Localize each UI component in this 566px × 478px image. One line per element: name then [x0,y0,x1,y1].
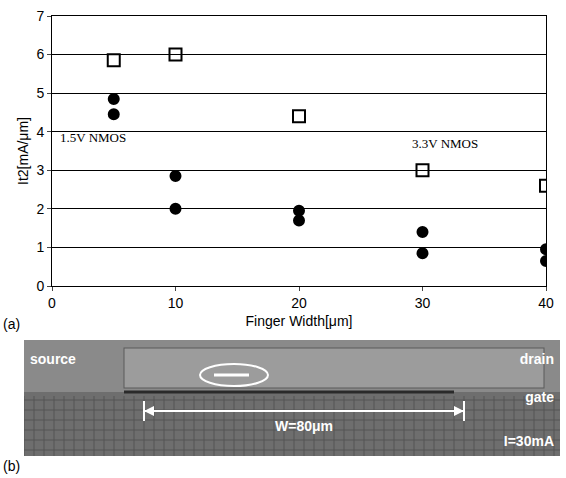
html-text:(a): (a) [3,316,21,332]
svg-text:6: 6 [36,46,44,62]
svg-text:40: 40 [538,295,554,311]
svg-text:Finger Width[μm]: Finger Width[μm] [246,313,353,329]
svg-text:source: source [30,351,76,367]
svg-text:7: 7 [36,8,44,24]
svg-text:30: 30 [415,295,431,311]
svg-text:3: 3 [36,162,44,178]
svg-text:W=80μm: W=80μm [275,418,333,434]
svg-text:gate: gate [525,389,554,405]
svg-text:3.3V NMOS: 3.3V NMOS [412,136,478,151]
svg-text:0: 0 [36,278,44,294]
svg-text:0: 0 [48,295,56,311]
svg-text:1: 1 [36,239,44,255]
html-text:(b): (b) [3,458,21,474]
svg-text:drain: drain [520,351,554,367]
svg-text:4: 4 [36,124,44,140]
svg-text:10: 10 [168,295,184,311]
svg-text:I=30mA: I=30mA [504,433,554,449]
svg-text:2: 2 [36,201,44,217]
svg-text:5: 5 [36,85,44,101]
svg-text:1.5V NMOS: 1.5V NMOS [60,130,126,145]
svg-text:It2[mA/μm]: It2[mA/μm] [15,117,31,185]
svg-text:20: 20 [291,295,307,311]
